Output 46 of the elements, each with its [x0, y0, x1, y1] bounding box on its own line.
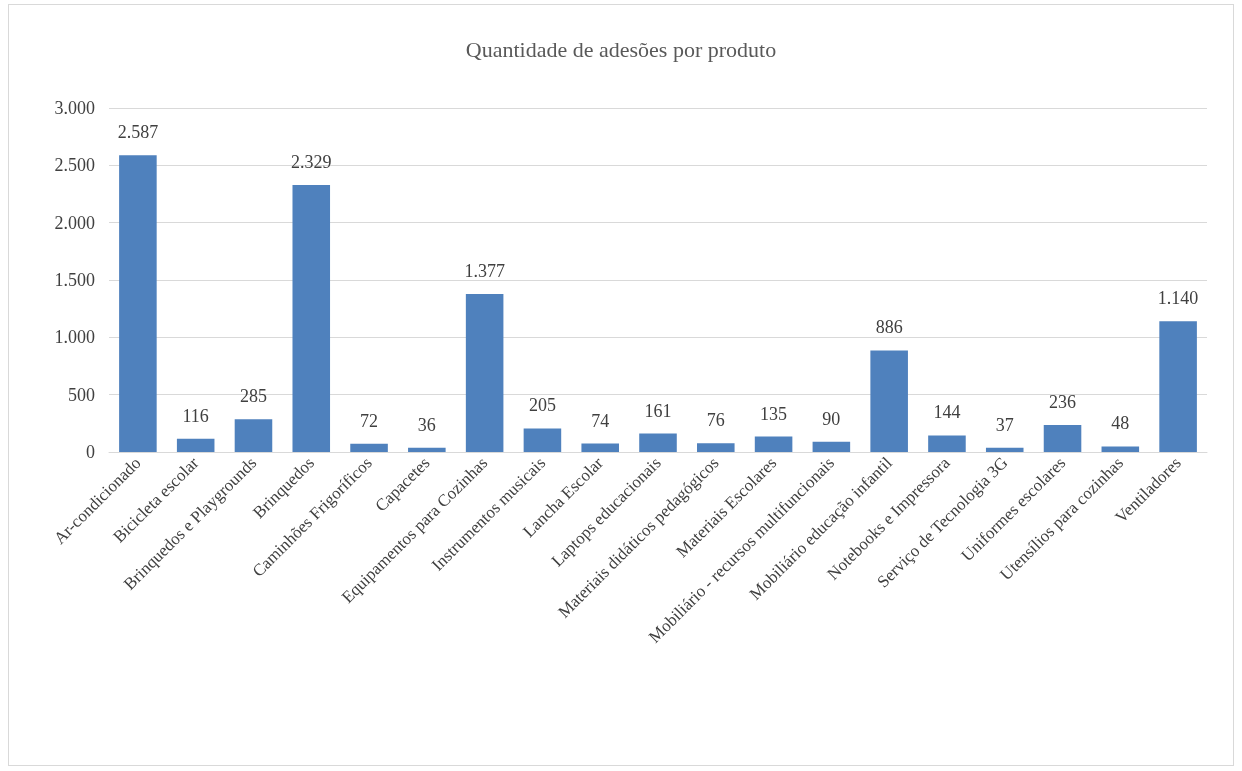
y-tick-label: 1.000	[54, 327, 95, 348]
data-label: 1.140	[1157, 288, 1199, 309]
data-label: 116	[182, 405, 209, 426]
data-label: 886	[875, 317, 903, 338]
data-label: 48	[1111, 413, 1130, 434]
chart-title: Quantidade de adesões por produto	[465, 36, 777, 62]
data-label: 76	[706, 410, 725, 431]
bar	[812, 441, 851, 452]
bar	[408, 447, 446, 452]
bar	[1101, 446, 1140, 452]
bar	[697, 443, 735, 452]
bar	[119, 155, 157, 452]
y-tick-label: 0	[86, 442, 95, 462]
data-label: 144	[933, 402, 961, 423]
data-label: 2.329	[291, 151, 332, 172]
y-tick-label: 1.500	[54, 270, 95, 290]
bar	[985, 447, 1024, 452]
bar	[754, 436, 793, 452]
bar	[465, 294, 504, 452]
data-label: 90	[822, 408, 841, 429]
bar	[928, 435, 966, 452]
bar	[523, 428, 562, 452]
bar	[176, 438, 215, 452]
data-label: 2.587	[117, 122, 159, 143]
bar	[234, 419, 273, 452]
data-label: 285	[239, 386, 267, 407]
y-tick-label: 3.000	[54, 98, 95, 118]
bar	[870, 350, 908, 452]
data-label: 135	[760, 403, 788, 424]
bar	[581, 443, 619, 452]
bar	[292, 184, 331, 452]
bar	[350, 443, 388, 452]
data-label: 205	[528, 395, 556, 416]
data-label: 1.377	[464, 261, 505, 282]
data-label: 74	[591, 410, 610, 431]
bar	[1159, 321, 1197, 452]
data-label: 161	[644, 400, 672, 421]
data-label: 72	[360, 410, 379, 431]
bar	[639, 433, 677, 452]
bar	[1043, 424, 1082, 452]
y-tick-label: 500	[68, 384, 95, 405]
data-label: 236	[1049, 391, 1077, 412]
y-tick-label: 2.000	[54, 212, 95, 233]
data-label: 37	[995, 414, 1014, 435]
y-tick-label: 2.500	[54, 155, 95, 176]
data-label: 36	[417, 414, 436, 435]
